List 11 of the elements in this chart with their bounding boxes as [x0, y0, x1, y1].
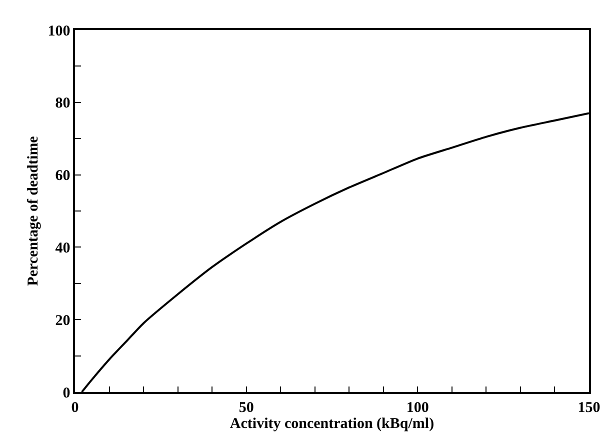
x-tick-label: 50: [238, 400, 254, 416]
x-tick-label: 100: [406, 400, 429, 416]
y-tick-label: 60: [55, 168, 70, 184]
y-tick-label: 20: [55, 312, 70, 329]
y-tick-label: 0: [62, 385, 70, 402]
y-tick-label: 100: [48, 23, 70, 40]
y-axis-title: Percentage of deadtime: [26, 136, 42, 286]
x-tick-label: 150: [578, 400, 600, 416]
x-axis-title: Activity concentration (kBq/ml): [230, 416, 434, 432]
y-tick-label: 40: [55, 240, 70, 256]
y-tick-label: 80: [55, 96, 70, 112]
